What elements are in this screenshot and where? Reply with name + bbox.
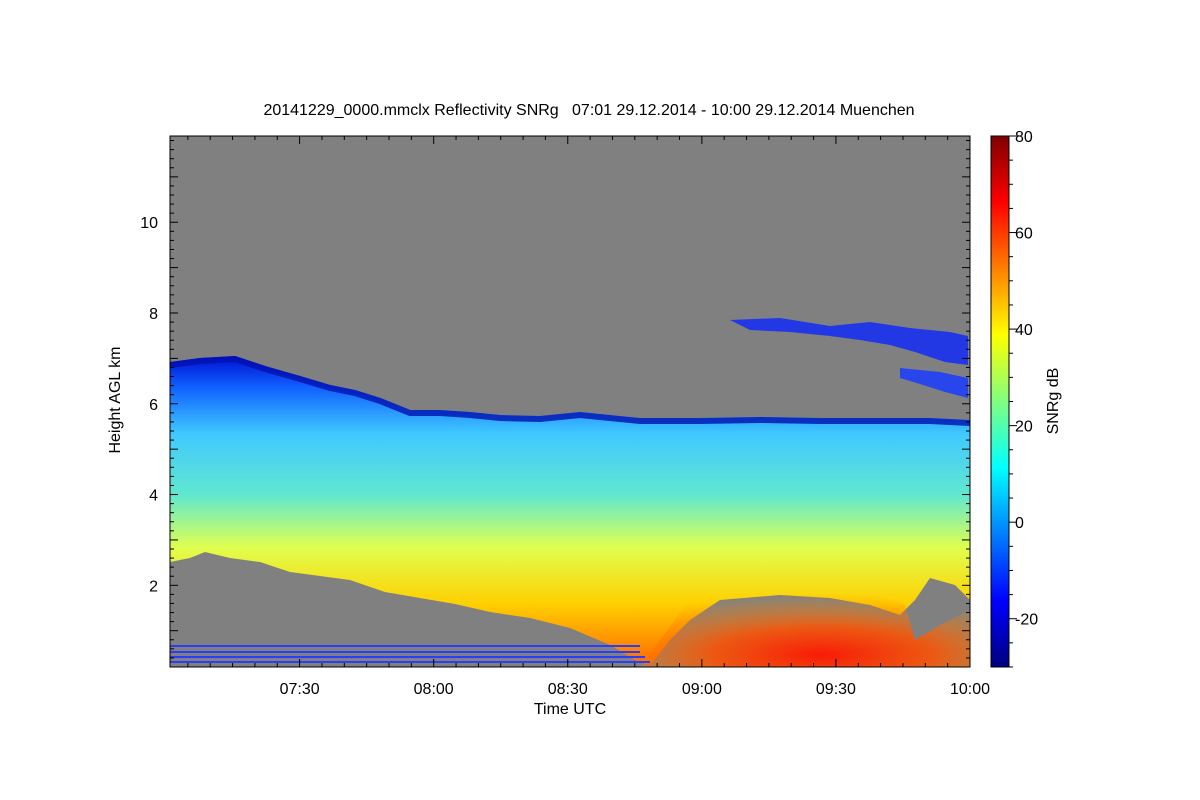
colorbar-tick-label: 0	[1015, 515, 1024, 532]
colorbar-tick-label: -20	[1015, 612, 1038, 629]
chart-title: 20141229_0000.mmclx Reflectivity SNRg 07…	[263, 102, 914, 119]
colorbar-tick-label: 60	[1015, 226, 1033, 243]
plot-area	[170, 136, 970, 667]
upper-cloud-layer	[730, 318, 968, 365]
colorbar	[990, 135, 1010, 668]
lower-precip-core	[640, 585, 970, 667]
cloud-top-edge	[170, 355, 970, 426]
y-tick-label: 4	[149, 488, 158, 505]
colorbar-tick-label: 80	[1015, 129, 1033, 146]
y-tick-label: 10	[140, 215, 158, 232]
plot-frame	[169, 135, 971, 668]
x-tick-label: 08:30	[548, 681, 588, 698]
x-tick-label: 09:30	[816, 681, 856, 698]
x-tick-label: 07:30	[280, 681, 320, 698]
x-tick-label: 08:00	[414, 681, 454, 698]
y-tick-label: 6	[149, 397, 158, 414]
y-tick-label: 8	[149, 306, 158, 323]
colorbar-axis: -20 0 20 40 60 80	[1009, 129, 1038, 668]
colorbar-tick-label: 40	[1015, 322, 1033, 339]
x-axis-label: Time UTC	[534, 701, 606, 718]
y-axis: 2 4 6 8 10	[140, 140, 970, 668]
y-tick-label: 2	[149, 578, 158, 595]
upper-cloud-layer-2	[900, 368, 968, 398]
x-tick-label: 10:00	[950, 681, 990, 698]
x-tick-label: 09:00	[682, 681, 722, 698]
colorbar-tick-label: 20	[1015, 419, 1033, 436]
ground-clutter	[170, 645, 650, 663]
y-axis-label: Height AGL km	[107, 346, 124, 453]
colorbar-label: SNRg dB	[1045, 368, 1062, 435]
x-axis: 07:30 08:00 08:30 09:00 09:30 10:00	[187, 136, 990, 698]
